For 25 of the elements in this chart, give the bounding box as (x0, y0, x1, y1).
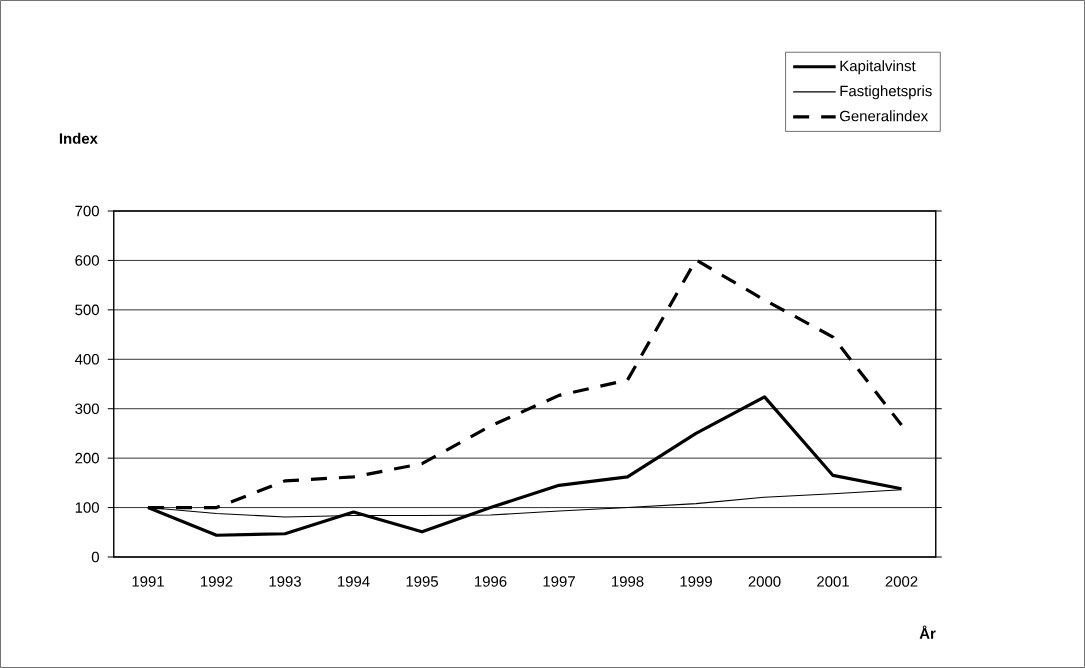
x-tick-label: 1994 (338, 576, 370, 587)
y-tick-label: 100 (75, 502, 99, 513)
x-tick-label: 1991 (132, 576, 164, 587)
x-axis-title: År (919, 625, 936, 639)
y-tick-label: 700 (75, 205, 99, 217)
y-tick-label: 0 (91, 551, 99, 563)
x-tick-label: 1997 (543, 576, 575, 587)
y-tick-label: 300 (75, 403, 99, 414)
x-tick-label: 1996 (475, 576, 507, 587)
y-tick-label: 600 (75, 255, 99, 266)
x-tick-label: 2002 (885, 576, 918, 587)
x-tick-label: 1992 (201, 576, 233, 587)
y-tick-label: 400 (74, 354, 99, 365)
x-tick-label: 2000 (748, 576, 781, 587)
legend-label: Fastighetspris (840, 85, 932, 100)
x-tick-label: 2001 (817, 576, 849, 587)
legend-label: Generalindex (840, 110, 928, 122)
y-axis-title: Index (59, 132, 98, 144)
x-tick-label: 1995 (406, 576, 438, 587)
y-tick-label: 200 (75, 452, 99, 464)
x-tick-label: 1999 (680, 576, 712, 587)
legend-label: Kapitalvinst (840, 60, 916, 75)
y-tick-label: 500 (75, 304, 99, 316)
x-tick-label: 1998 (612, 576, 644, 587)
x-tick-label: 1993 (269, 576, 301, 587)
